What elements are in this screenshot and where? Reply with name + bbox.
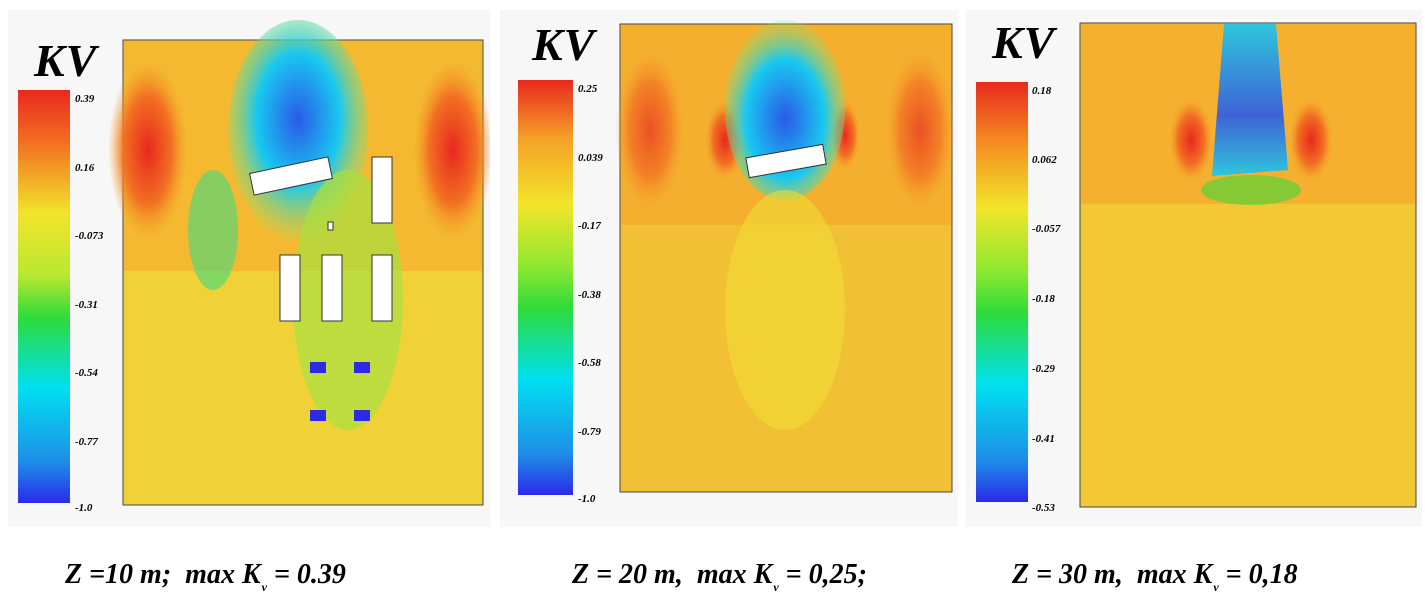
colorbar-tick: 0.39 (75, 93, 95, 105)
colorbar-tick: -0.073 (75, 230, 104, 242)
colorbar-tick: -0.18 (1032, 293, 1055, 305)
building (371, 254, 393, 322)
colorbar-tick: -0.17 (578, 220, 601, 232)
caption-subscript: v (1213, 580, 1219, 594)
panel-z20: KV 0.25 0.039 -0.17 -0.38 -0.58 -0.79 -1… (500, 10, 958, 527)
colorbar-tick: -0.41 (1032, 433, 1055, 445)
building (310, 410, 326, 421)
colorbar-tick: 0.039 (578, 152, 603, 164)
building (310, 362, 326, 373)
building (327, 221, 334, 231)
caption-subscript: v (773, 580, 779, 594)
colorbar-tick: 0.062 (1032, 154, 1057, 166)
colorbar-tick: 0.25 (578, 83, 598, 95)
building (279, 254, 301, 322)
colorbar-tick: -0.29 (1032, 363, 1055, 375)
building (321, 254, 343, 322)
building (354, 362, 370, 373)
building (745, 143, 827, 179)
colorbar (518, 80, 573, 495)
caption-max: max K (1136, 559, 1213, 590)
colorbar-tick: -1.0 (75, 502, 93, 514)
colorbar (976, 82, 1028, 502)
colorbar-tick: 0.16 (75, 162, 95, 174)
colorbar-title: KV (992, 17, 1056, 68)
colorbar-tick: -0.38 (578, 289, 601, 301)
colorbar-tick: -0.79 (578, 426, 601, 438)
colorbar-tick: -0.77 (75, 436, 98, 448)
caption-z: Z = 20 m, (572, 559, 683, 590)
panel-z10: KV 0.39 0.16 -0.073 -0.31 -0.54 -0.77 -1… (8, 10, 490, 527)
colorbar-tick: 0.18 (1032, 85, 1052, 97)
caption-subscript: v (261, 580, 267, 594)
contour-plot-z20 (518, 20, 955, 495)
colorbar-tick: -0.54 (75, 367, 98, 379)
building (248, 156, 334, 196)
caption-z10: Z =10 m; max Kv = 0.39 (65, 560, 346, 602)
colorbar-tick: -0.057 (1032, 223, 1061, 235)
caption-z: Z = 30 m, (1012, 559, 1123, 590)
colorbar-tick: -0.58 (578, 357, 601, 369)
caption-z30: Z = 30 m, max Kv = 0,18 (1012, 560, 1298, 602)
caption-value: = 0,18 (1218, 559, 1298, 590)
building (371, 156, 393, 224)
caption-max: max K (696, 559, 773, 590)
caption-max: max K (185, 559, 261, 590)
contour-plot-z10 (18, 20, 490, 506)
building (354, 410, 370, 421)
colorbar-title: KV (34, 35, 98, 86)
contour-plot-z30 (976, 22, 1417, 508)
caption-z: Z =10 m; (65, 559, 172, 590)
colorbar-title: KV (532, 19, 596, 70)
panel-z30: KV 0.18 0.062 -0.057 -0.18 -0.29 -0.41 -… (966, 10, 1422, 527)
caption-value: = 0.39 (266, 559, 346, 590)
colorbar-tick: -1.0 (578, 493, 596, 505)
colorbar (18, 90, 70, 503)
colorbar-tick: -0.31 (75, 299, 98, 311)
colorbar-tick: -0.53 (1032, 502, 1055, 514)
caption-value: = 0,25; (778, 559, 867, 590)
caption-z20: Z = 20 m, max Kv = 0,25; (572, 560, 867, 602)
